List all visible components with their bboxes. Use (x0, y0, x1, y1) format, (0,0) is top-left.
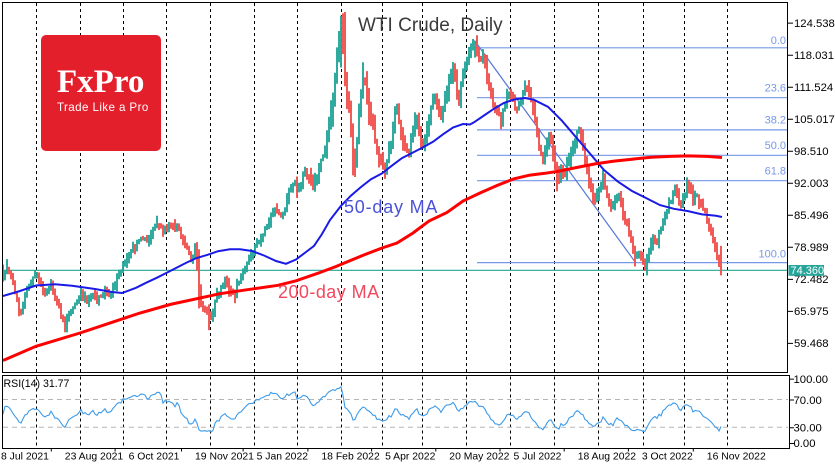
svg-text:WTI Crude, Daily: WTI Crude, Daily (358, 15, 503, 36)
svg-text:72.482: 72.482 (794, 274, 829, 286)
svg-text:65.975: 65.975 (794, 306, 829, 318)
svg-text:FxPro: FxPro (57, 64, 144, 100)
svg-text:92.003: 92.003 (794, 178, 829, 190)
svg-text:38.2: 38.2 (765, 114, 786, 126)
svg-text:200-day MA: 200-day MA (278, 282, 380, 302)
svg-text:3 Oct 2022: 3 Oct 2022 (642, 452, 693, 463)
svg-text:61.8: 61.8 (765, 165, 786, 177)
svg-text:RSI(14) 31.77: RSI(14) 31.77 (4, 378, 70, 390)
svg-text:100.00: 100.00 (794, 374, 829, 386)
svg-text:19 Nov 2021: 19 Nov 2021 (195, 452, 254, 463)
svg-text:70.00: 70.00 (794, 395, 822, 407)
svg-text:105.017: 105.017 (794, 114, 835, 126)
svg-text:74.360: 74.360 (791, 265, 825, 277)
svg-text:50-day MA: 50-day MA (344, 197, 438, 217)
svg-text:50.0: 50.0 (765, 140, 786, 152)
svg-text:23.6: 23.6 (765, 83, 786, 95)
svg-text:0.0: 0.0 (771, 35, 786, 47)
svg-text:18 Feb 2022: 18 Feb 2022 (321, 452, 380, 463)
svg-text:5 Apr 2022: 5 Apr 2022 (385, 452, 435, 463)
svg-text:23 Aug 2021: 23 Aug 2021 (65, 452, 124, 463)
svg-text:8 Jul 2021: 8 Jul 2021 (1, 452, 49, 463)
svg-text:6 Oct 2021: 6 Oct 2021 (129, 452, 180, 463)
svg-text:118.031: 118.031 (794, 50, 834, 62)
svg-text:5 Jan 2022: 5 Jan 2022 (257, 452, 309, 463)
svg-text:Trade Like a Pro: Trade Like a Pro (57, 101, 149, 114)
svg-text:124.538: 124.538 (794, 18, 835, 30)
svg-text:30.00: 30.00 (794, 423, 822, 435)
svg-text:20 May 2022: 20 May 2022 (449, 452, 509, 463)
svg-text:18 Aug 2022: 18 Aug 2022 (578, 452, 637, 463)
svg-text:16 Nov 2022: 16 Nov 2022 (707, 452, 766, 463)
svg-text:0.00: 0.00 (794, 438, 816, 450)
svg-text:78.989: 78.989 (794, 242, 829, 254)
svg-text:59.468: 59.468 (794, 338, 829, 350)
svg-text:5 Jul 2022: 5 Jul 2022 (514, 452, 562, 463)
svg-text:85.496: 85.496 (794, 210, 829, 222)
svg-text:100.0: 100.0 (758, 249, 786, 261)
svg-text:111.524: 111.524 (794, 82, 833, 94)
svg-text:98.510: 98.510 (794, 146, 829, 158)
